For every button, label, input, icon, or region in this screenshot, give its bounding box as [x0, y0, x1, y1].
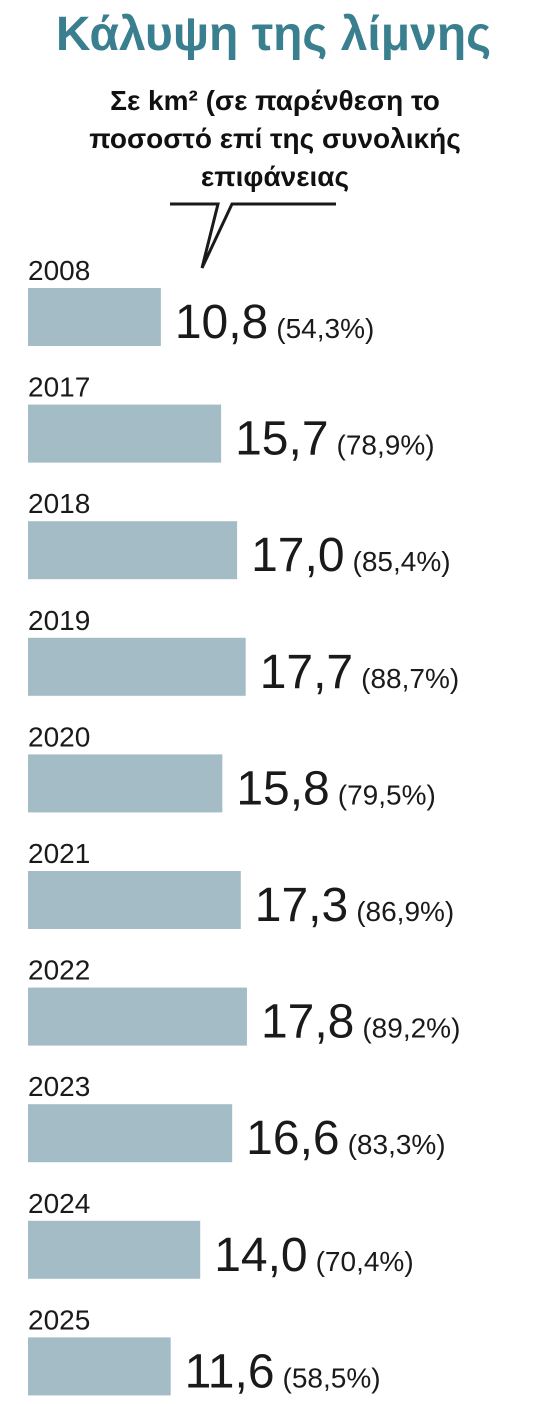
- bar: [28, 404, 222, 463]
- percent-label: (85,4%): [353, 546, 451, 577]
- bar: [28, 521, 238, 580]
- value-label: 17,0: [251, 529, 344, 582]
- data-label: 10,8 (54,3%): [175, 296, 374, 349]
- data-label: 11,6 (58,5%): [185, 1345, 381, 1398]
- year-label: 2019: [28, 605, 90, 636]
- year-label: 2022: [28, 955, 90, 986]
- data-label: 17,7 (88,7%): [260, 646, 459, 699]
- percent-label: (89,2%): [362, 1013, 460, 1044]
- percent-label: (83,3%): [348, 1129, 446, 1160]
- value-label: 17,8: [261, 996, 354, 1049]
- bar: [28, 1104, 233, 1163]
- chart-title: Κάλυψη της λίμνης: [55, 8, 492, 61]
- value-label: 17,3: [255, 879, 348, 932]
- value-label: 15,8: [236, 762, 329, 815]
- year-label: 2021: [28, 838, 90, 869]
- percent-label: (70,4%): [316, 1246, 414, 1277]
- data-label: 17,0 (85,4%): [251, 529, 450, 582]
- percent-label: (79,5%): [338, 779, 436, 810]
- percent-label: (86,9%): [356, 896, 454, 927]
- year-label: 2017: [28, 372, 90, 403]
- value-label: 14,0: [214, 1229, 307, 1282]
- percent-label: (88,7%): [361, 663, 459, 694]
- bar: [28, 754, 223, 813]
- data-label: 17,3 (86,9%): [255, 879, 454, 932]
- value-label: 11,6: [185, 1345, 275, 1398]
- bar: [28, 637, 246, 696]
- bar: [28, 987, 247, 1046]
- bar: [28, 871, 241, 929]
- bar: [28, 288, 161, 346]
- year-label: 2024: [28, 1188, 90, 1219]
- chart-subtitle: Σε km² (σε παρένθεση το ποσοστό επί της …: [89, 85, 461, 192]
- percent-label: (54,3%): [276, 313, 374, 344]
- data-label: 14,0 (70,4%): [214, 1229, 413, 1282]
- data-label: 17,8 (89,2%): [261, 996, 460, 1049]
- percent-label: (78,9%): [337, 430, 435, 461]
- value-label: 17,7: [260, 646, 353, 699]
- data-label: 16,6 (83,3%): [246, 1112, 445, 1165]
- year-label: 2018: [28, 488, 90, 519]
- bar: [28, 1220, 201, 1279]
- bar: [28, 1337, 171, 1396]
- year-label: 2020: [28, 721, 90, 752]
- data-label: 15,8 (79,5%): [236, 762, 435, 815]
- year-label: 2023: [28, 1071, 90, 1102]
- value-label: 16,6: [246, 1112, 339, 1165]
- subtitle-pointer-icon: [170, 202, 336, 269]
- value-label: 15,7: [235, 413, 328, 466]
- year-label: 2008: [28, 255, 90, 286]
- percent-label: (58,5%): [283, 1362, 381, 1393]
- data-label: 15,7 (78,9%): [235, 413, 434, 466]
- year-label: 2025: [28, 1304, 90, 1335]
- value-label: 10,8: [175, 296, 268, 349]
